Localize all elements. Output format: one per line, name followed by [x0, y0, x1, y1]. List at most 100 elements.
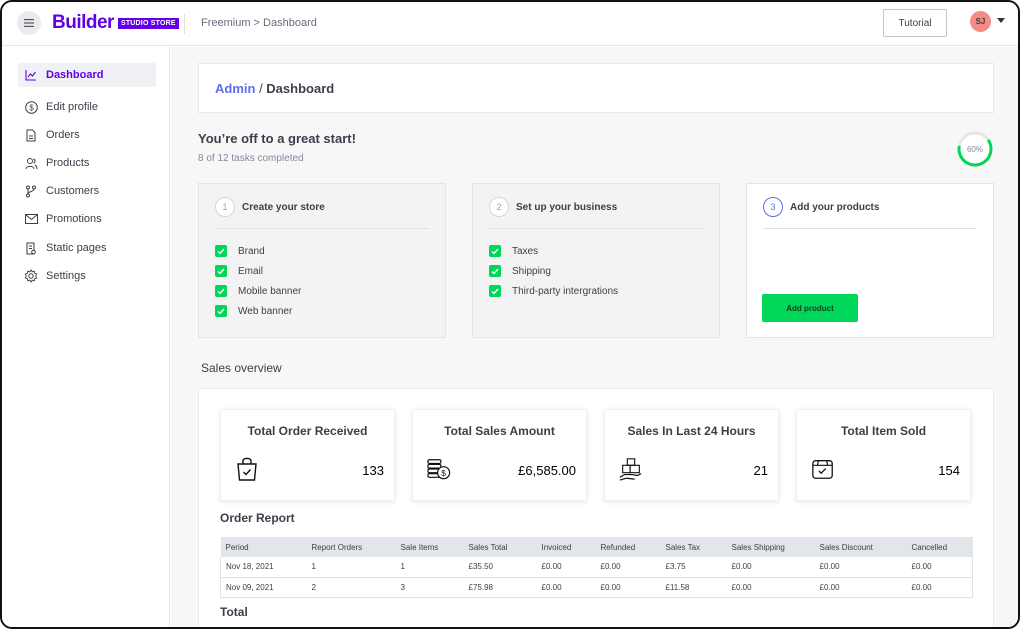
stat-card-sales-24h: Sales In Last 24 Hours 21	[604, 409, 779, 501]
stat-card-total-items: Total Item Sold 154	[796, 409, 971, 501]
order-report-table: Period Report Orders Sale Items Sales To…	[220, 537, 973, 598]
column-header: Sales Tax	[660, 537, 727, 557]
task-label: Shipping	[512, 265, 551, 277]
column-header: Sales Discount	[814, 537, 907, 557]
stat-title: Sales In Last 24 Hours	[627, 424, 756, 438]
coins-icon: $	[427, 459, 451, 480]
task-label: Web banner	[238, 305, 293, 317]
sidebar-item-label: Settings	[46, 270, 86, 282]
sidebar-item-dashboard[interactable]: Dashboard	[18, 63, 156, 87]
step-card-create-store: 1 Create your store Brand Email Mobile b…	[198, 183, 446, 338]
sidebar-item-promotions[interactable]: Promotions	[18, 207, 156, 231]
divider	[215, 228, 429, 229]
table-header-row: Period Report Orders Sale Items Sales To…	[220, 537, 973, 557]
chart-line-icon	[23, 67, 39, 83]
gear-icon	[23, 268, 39, 284]
sidebar-item-orders[interactable]: Orders	[18, 123, 156, 147]
sidebar-item-label: Promotions	[46, 213, 102, 225]
sales-overview-title: Sales overview	[201, 361, 282, 375]
shopping-bag-icon	[237, 457, 257, 481]
hand-box-icon	[619, 458, 642, 481]
avatar[interactable]: SJ	[970, 11, 991, 32]
stat-title: Total Item Sold	[840, 424, 927, 438]
column-header: Cancelled	[906, 537, 973, 557]
stat-card-total-orders: Total Order Received 133	[220, 409, 395, 501]
sidebar-item-static-pages[interactable]: Static pages	[18, 236, 156, 260]
hamburger-icon	[24, 19, 34, 27]
logo-text: Builder	[52, 12, 114, 33]
table-cell: £0.00	[595, 577, 661, 598]
menu-button[interactable]	[17, 11, 41, 35]
dollar-circle-icon: $	[23, 99, 39, 115]
column-header: Sale Items	[395, 537, 464, 557]
sidebar-item-label: Dashboard	[46, 69, 104, 81]
checkbox-checked-icon[interactable]	[215, 285, 227, 297]
table-cell: £0.00	[536, 557, 596, 578]
stat-value: £6,585.00	[518, 463, 576, 478]
divider	[763, 228, 977, 229]
table-cell: £0.00	[906, 557, 973, 578]
progress-subtitle: 8 of 12 tasks completed	[198, 153, 304, 164]
page-title: Admin / Dashboard	[215, 81, 334, 96]
page-title-card: Admin / Dashboard	[198, 63, 994, 113]
sidebar-item-edit-profile[interactable]: $ Edit profile	[18, 95, 156, 119]
sidebar-item-products[interactable]: Products	[18, 151, 156, 175]
tutorial-button[interactable]: Tutorial	[883, 9, 947, 37]
checkbox-checked-icon[interactable]	[215, 265, 227, 277]
stat-title: Total Sales Amount	[444, 424, 555, 438]
sidebar-item-label: Customers	[46, 185, 100, 197]
page-edit-icon	[23, 240, 39, 256]
branch-icon	[23, 183, 39, 199]
sales-panel: Total Order Received 133 Total Sales Amo…	[198, 388, 994, 627]
users-icon	[23, 155, 39, 171]
sidebar-item-customers[interactable]: Customers	[18, 179, 156, 203]
task-item[interactable]: Shipping	[489, 265, 551, 277]
total-section-title: Total	[220, 605, 248, 619]
checkbox-checked-icon[interactable]	[215, 305, 227, 317]
breadcrumb: Freemium > Dashboard	[201, 17, 317, 29]
checkbox-checked-icon[interactable]	[215, 245, 227, 257]
progress-ring: 60%	[957, 131, 993, 167]
task-item[interactable]: Brand	[215, 245, 265, 257]
svg-text:$: $	[441, 468, 446, 478]
svg-text:$: $	[29, 103, 34, 112]
divider	[489, 228, 703, 229]
column-header: Period	[220, 537, 307, 557]
table-cell: £0.00	[814, 577, 907, 598]
column-header: Report Orders	[306, 537, 396, 557]
task-item[interactable]: Email	[215, 265, 263, 277]
order-report-title: Order Report	[220, 511, 295, 525]
task-item[interactable]: Mobile banner	[215, 285, 301, 297]
task-item[interactable]: Taxes	[489, 245, 538, 257]
add-product-button[interactable]: Add product	[762, 294, 858, 322]
logo[interactable]: Builder STUDIO STORE	[52, 12, 179, 34]
chevron-down-icon[interactable]	[997, 18, 1005, 23]
checkbox-checked-icon[interactable]	[489, 265, 501, 277]
table-cell: £0.00	[726, 577, 815, 598]
sidebar: Dashboard $ Edit profile Orders Products…	[2, 47, 170, 627]
progress-percent: 60%	[967, 145, 983, 154]
sidebar-item-label: Orders	[46, 129, 80, 141]
document-icon	[23, 127, 39, 143]
admin-link[interactable]: Admin	[215, 81, 256, 96]
column-header: Sales Shipping	[726, 537, 815, 557]
step-card-setup-business: 2 Set up your business Taxes Shipping Th…	[472, 183, 720, 338]
progress-ring-arc	[957, 131, 993, 167]
column-header: Sales Total	[463, 537, 537, 557]
task-item[interactable]: Third-party intergrations	[489, 285, 618, 297]
task-item[interactable]: Web banner	[215, 305, 292, 317]
progress-title: You’re off to a great start!	[198, 131, 356, 146]
table-cell: £35.50	[463, 557, 537, 578]
sidebar-item-settings[interactable]: Settings	[18, 264, 156, 288]
table-cell: £3.75	[660, 557, 727, 578]
table-row: Nov 09, 2021 2 3 £75.98 £0.00 £0.00 £11.…	[220, 577, 973, 598]
checkbox-checked-icon[interactable]	[489, 285, 501, 297]
logo-tag: STUDIO STORE	[117, 17, 179, 29]
table-cell: £11.58	[660, 577, 727, 598]
column-header: Invoiced	[536, 537, 596, 557]
table-cell: 1	[395, 557, 464, 578]
column-header: Refunded	[595, 537, 661, 557]
checkbox-checked-icon[interactable]	[489, 245, 501, 257]
table-cell: £0.00	[726, 557, 815, 578]
